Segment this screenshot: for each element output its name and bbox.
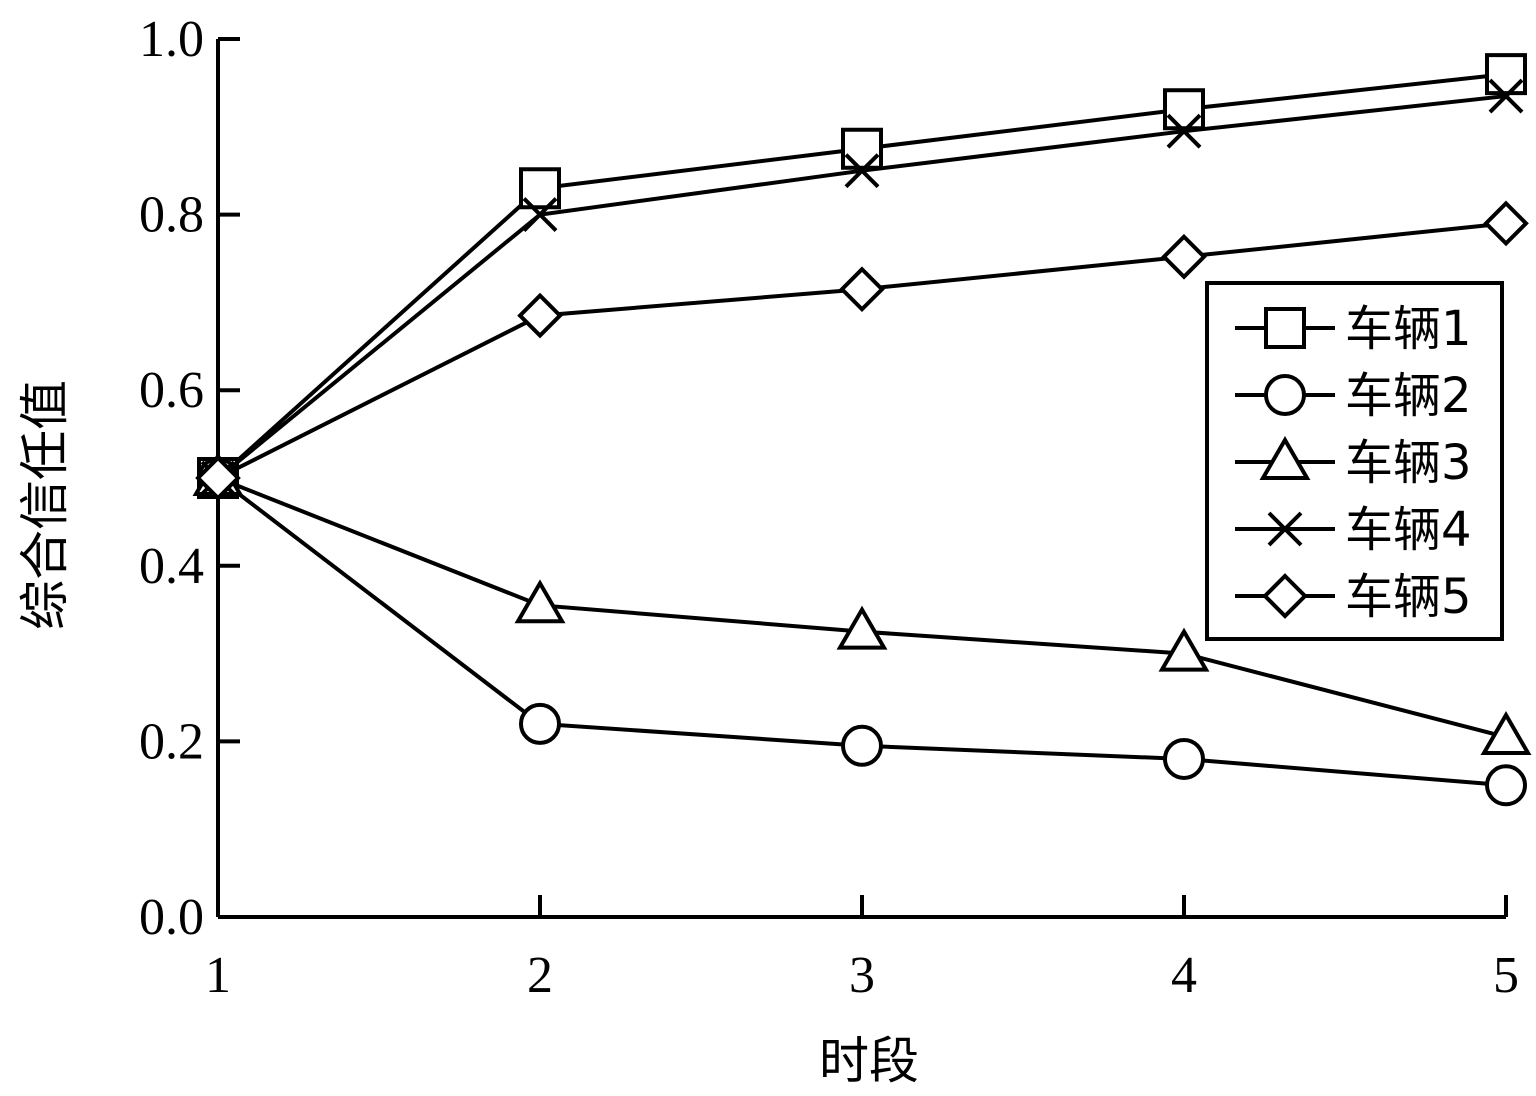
series-4-point xyxy=(1166,113,1202,149)
y-tick-label: 0.2 xyxy=(139,713,204,770)
y-tick-label: 0.0 xyxy=(139,889,204,946)
series-layer xyxy=(192,53,1532,807)
x-tick-label: 4 xyxy=(1171,947,1197,1004)
legend-label: 车辆5 xyxy=(1345,569,1472,625)
series-5 xyxy=(195,200,1529,501)
series-5-point xyxy=(195,455,241,501)
series-2-point xyxy=(519,702,561,745)
x-tick-label: 1 xyxy=(205,947,231,1004)
series-5-point xyxy=(1483,200,1529,247)
series-4-point xyxy=(522,197,558,233)
series-3-point xyxy=(1480,711,1532,756)
x-tick-label: 3 xyxy=(849,947,875,1004)
legend-marker-circle xyxy=(1264,374,1306,416)
series-2-point xyxy=(1163,737,1205,780)
legend-marker-x xyxy=(1267,511,1303,547)
legend-marker-square xyxy=(1264,307,1306,349)
series-1-point xyxy=(1485,53,1527,96)
series-3-point xyxy=(1158,627,1210,672)
legend-label: 车辆4 xyxy=(1345,502,1472,558)
series-3-point xyxy=(514,579,566,624)
y-tick-label: 0.4 xyxy=(139,538,204,595)
axes: 0.0 0.2 0.4 0.6 0.8 1.0 1 2 3 4 5 xyxy=(139,11,1519,1004)
series-4-point xyxy=(1488,78,1524,114)
x-axis-title: 时段 xyxy=(819,1032,919,1090)
series-1-point xyxy=(1163,88,1205,131)
legend-label: 车辆1 xyxy=(1345,301,1472,357)
series-5-point xyxy=(517,292,563,339)
series-2-point xyxy=(1485,764,1527,807)
legend-marker-diamond xyxy=(1262,573,1308,619)
series-1-point xyxy=(841,127,883,170)
series-4-point xyxy=(844,153,880,189)
legend: 车辆1 车辆2 车辆3 车辆4 车辆5 xyxy=(1205,281,1504,641)
y-tick-label: 0.6 xyxy=(139,362,204,419)
series-5-point xyxy=(1161,233,1207,280)
series-3-point xyxy=(836,605,888,650)
legend-marker-triangle xyxy=(1259,436,1311,480)
x-tick-label: 2 xyxy=(527,947,553,1004)
legend-label: 车辆3 xyxy=(1345,435,1472,491)
legend-label: 车辆2 xyxy=(1345,368,1472,424)
y-axis-title: 综合信任值 xyxy=(16,380,74,630)
y-tick-label: 1.0 xyxy=(139,11,204,68)
series-5-point xyxy=(839,266,885,313)
y-tick-label: 0.8 xyxy=(139,187,204,244)
x-tick-label: 5 xyxy=(1493,947,1519,1004)
series-2-point xyxy=(841,724,883,767)
